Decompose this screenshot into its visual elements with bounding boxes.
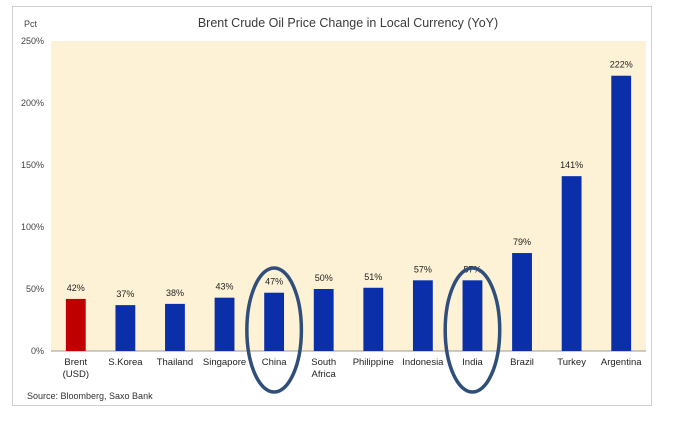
x-tick-label: Singapore xyxy=(203,357,246,368)
chart-frame: Brent Crude Oil Price Change in Local Cu… xyxy=(12,6,652,406)
data-label: 38% xyxy=(166,288,184,298)
data-label: 51% xyxy=(364,272,382,282)
x-tick-label: Argentina xyxy=(601,357,642,368)
bar xyxy=(462,280,483,351)
y-tick-label: 250% xyxy=(21,36,44,46)
x-tick-label: Indonesia xyxy=(402,357,444,368)
bar xyxy=(115,305,136,351)
data-label: 222% xyxy=(610,60,633,70)
bar xyxy=(214,297,235,351)
bar xyxy=(363,287,384,351)
x-tick-label: S.Korea xyxy=(108,357,143,368)
data-label: 37% xyxy=(116,289,134,299)
data-label: 50% xyxy=(315,273,333,283)
y-tick-label: 150% xyxy=(21,160,44,170)
chart-title: Brent Crude Oil Price Change in Local Cu… xyxy=(198,16,498,30)
data-label: 43% xyxy=(216,282,234,292)
highlight-ellipse xyxy=(443,266,502,394)
x-tick-label: (USD) xyxy=(63,369,89,380)
data-label: 79% xyxy=(513,237,531,247)
plot-area xyxy=(51,41,646,351)
bar xyxy=(611,75,632,351)
x-tick-label: Africa xyxy=(312,369,337,380)
x-tick-label: Turkey xyxy=(557,357,586,368)
data-label: 57% xyxy=(414,264,432,274)
highlight-ellipse xyxy=(245,266,304,394)
data-label: 141% xyxy=(560,160,583,170)
x-tick-label: Thailand xyxy=(157,357,193,368)
x-tick-label: Philippine xyxy=(353,357,394,368)
x-tick-label: Brent xyxy=(64,357,87,368)
data-label: 47% xyxy=(265,277,283,287)
x-tick-label: South xyxy=(311,357,336,368)
bar-chart: Brent Crude Oil Price Change in Local Cu… xyxy=(21,16,646,401)
bar xyxy=(412,280,433,351)
bar xyxy=(313,289,334,351)
data-label: 42% xyxy=(67,283,85,293)
bar xyxy=(165,303,185,351)
bar xyxy=(561,176,582,351)
y-tick-label: 50% xyxy=(26,284,44,294)
y-tick-label: 200% xyxy=(21,98,44,108)
x-tick-label: Brazil xyxy=(510,357,534,368)
bar xyxy=(264,292,285,351)
bar xyxy=(65,298,86,351)
y-tick-label: 0% xyxy=(31,346,44,356)
bar xyxy=(512,253,532,351)
x-tick-label: India xyxy=(462,357,483,368)
x-tick-label: China xyxy=(262,357,288,368)
source-note: Source: Bloomberg, Saxo Bank xyxy=(27,391,153,401)
y-tick-label: 100% xyxy=(21,222,44,232)
y-axis-unit: Pct xyxy=(24,19,38,29)
